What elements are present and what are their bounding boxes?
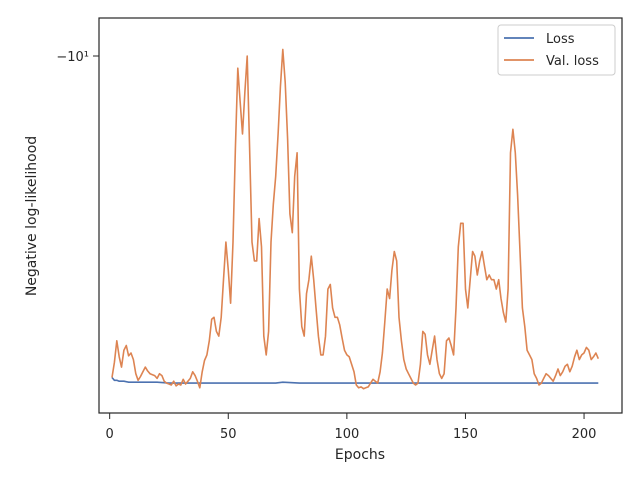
- plot-frame: [98, 17, 623, 414]
- x-axis-ticks: 0 50 100 150 200: [106, 413, 597, 442]
- x-tick-label: 150: [453, 427, 478, 442]
- x-tick-label: 0: [106, 427, 114, 442]
- series-line-loss: [111, 376, 599, 384]
- y-axis-ticks: −10¹: [56, 50, 99, 65]
- legend: Loss Val. loss: [497, 24, 616, 76]
- x-axis-label: Epochs: [335, 447, 385, 463]
- plot-background: [99, 18, 622, 413]
- x-tick-label: 100: [334, 427, 359, 442]
- series-line-val-loss: [111, 48, 600, 390]
- legend-label-loss: Loss: [546, 32, 575, 47]
- x-tick-label: 50: [220, 427, 237, 442]
- series-layer: [111, 48, 600, 390]
- y-axis-label: Negative log-likelihood: [24, 136, 40, 296]
- legend-label-val-loss: Val. loss: [546, 54, 599, 69]
- x-tick-label: 200: [572, 427, 597, 442]
- y-tick-label: −10¹: [56, 50, 89, 65]
